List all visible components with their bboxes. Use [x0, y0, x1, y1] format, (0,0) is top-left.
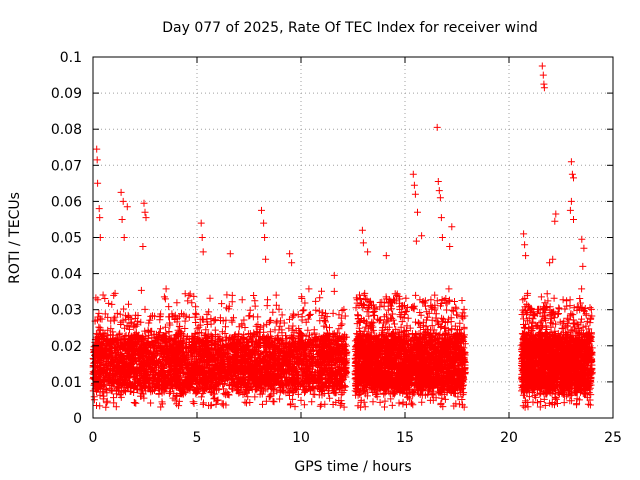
y-tick-label: 0.06	[51, 194, 82, 210]
x-tick-label: 20	[500, 430, 518, 446]
y-tick-label: 0.03	[51, 303, 82, 319]
x-tick-label: 10	[292, 430, 310, 446]
y-tick-label: 0.02	[51, 339, 82, 355]
x-tick-label: 15	[396, 430, 414, 446]
x-axis-ticks: 0 5 10 15 20 25	[89, 57, 622, 446]
chart-title: Day 077 of 2025, Rate Of TEC Index for r…	[162, 20, 537, 36]
y-axis-label: ROTI / TECUs	[7, 192, 23, 284]
roti-sample-markers	[89, 62, 596, 411]
y-tick-label: 0	[73, 411, 82, 427]
y-tick-label: 0.01	[51, 375, 82, 391]
y-tick-label: 0.04	[51, 267, 82, 283]
y-tick-label: 0.09	[51, 86, 82, 102]
y-tick-label: 0.07	[51, 158, 82, 174]
x-tick-label: 0	[89, 430, 98, 446]
y-tick-label: 0.08	[51, 122, 82, 138]
y-tick-label: 0.1	[60, 50, 82, 66]
y-axis-ticks: 0 0.01 0.02 0.03 0.04 0.05 0.06 0.07 0.08 0.09 0.1	[51, 50, 613, 427]
data-points	[89, 62, 596, 411]
y-tick-label: 0.05	[51, 231, 82, 247]
x-tick-label: 25	[604, 430, 622, 446]
x-axis-label: GPS time / hours	[294, 459, 411, 475]
x-tick-label: 5	[193, 430, 202, 446]
